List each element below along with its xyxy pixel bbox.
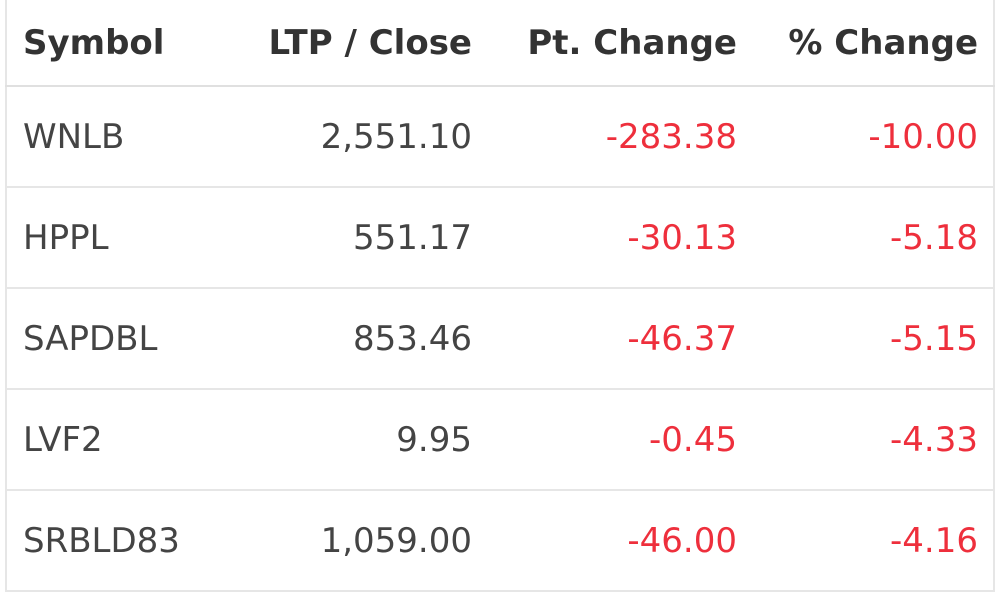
table-cell: -46.37 [492, 288, 757, 390]
table-cell: 1,059.00 [252, 490, 492, 592]
table-cell: -0.45 [492, 389, 757, 491]
table-cell: SAPDBL [6, 288, 252, 390]
table-cell: 2,551.10 [252, 86, 492, 188]
header-row: Symbol LTP / Close Pt. Change% Change [6, 0, 994, 87]
table-cell: 551.17 [252, 187, 492, 289]
table-cell: WNLB [6, 86, 252, 188]
table-row: SRBLD83 1,059.00 -46.00 -4.16 [6, 490, 994, 592]
column-header: % Change [757, 0, 994, 87]
market-table: Symbol LTP / Close Pt. Change% Change WNLB… [5, 0, 995, 592]
table-row: SAPDBL 853.46 -46.37 -5.15 [6, 288, 994, 390]
table-row: WNLB 2,551.10 -283.38 -10.00 [6, 86, 994, 188]
table-body: WNLB 2,551.10 -283.38 -10.00 HPPL 551.17 -30.1… [6, 86, 994, 592]
table-cell: -5.18 [757, 187, 994, 289]
table-cell: SRBLD83 [6, 490, 252, 592]
table-cell: 853.46 [252, 288, 492, 390]
table-row: HPPL 551.17 -30.13 -5.18 [6, 187, 994, 289]
table-cell: HPPL [6, 187, 252, 289]
table-cell: 9.95 [252, 389, 492, 491]
column-header: Symbol [6, 0, 252, 87]
table-cell: -46.00 [492, 490, 757, 592]
table-cell: -5.15 [757, 288, 994, 390]
table-cell: LVF2 [6, 389, 252, 491]
table-cell: -30.13 [492, 187, 757, 289]
table-cell: -4.16 [757, 490, 994, 592]
table-cell: -283.38 [492, 86, 757, 188]
column-header: LTP / Close [252, 0, 492, 87]
table-row: LVF2 9.95 -0.45 -4.33 [6, 389, 994, 491]
table-cell: -10.00 [757, 86, 994, 188]
column-header: Pt. Change [492, 0, 757, 87]
table-head: Symbol LTP / Close Pt. Change% Change [6, 0, 994, 87]
table-cell: -4.33 [757, 389, 994, 491]
